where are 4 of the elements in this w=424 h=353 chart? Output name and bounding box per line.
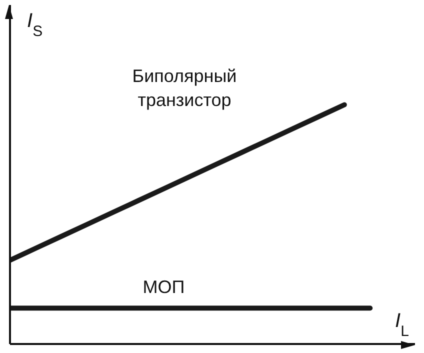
- x-axis-title: I$_{L}$: [395, 310, 409, 340]
- series-label: МОП: [142, 277, 185, 297]
- y-axis-title: I$_{S}$: [27, 10, 43, 40]
- text: Биполярный транзистор: [132, 66, 237, 110]
